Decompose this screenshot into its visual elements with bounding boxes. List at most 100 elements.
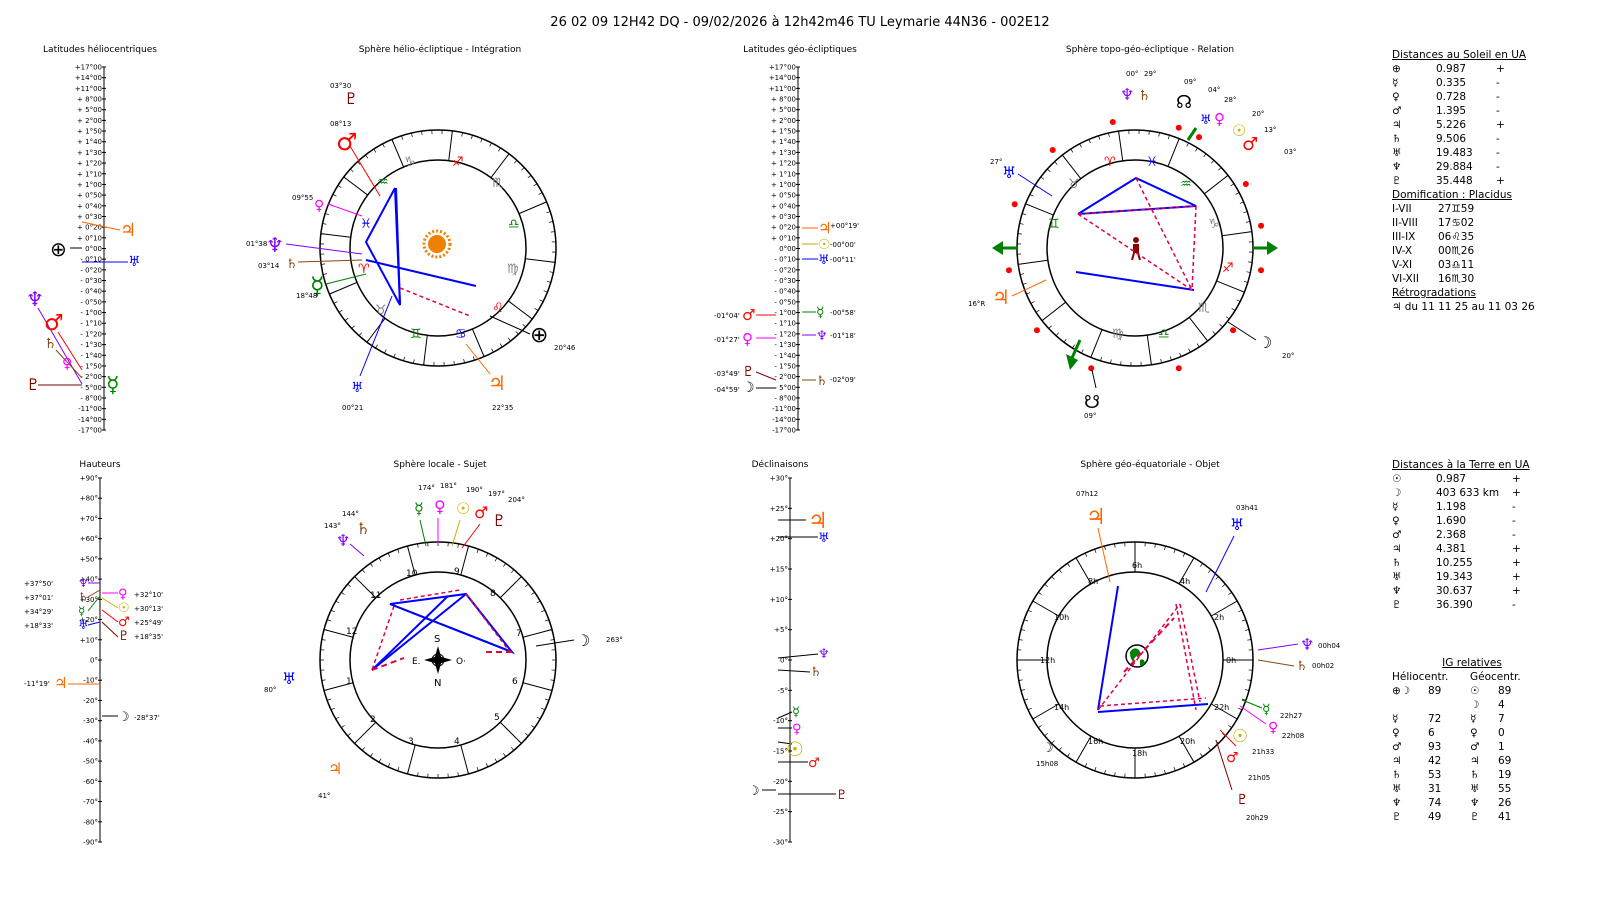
svg-text:☉: ☉ bbox=[786, 737, 804, 761]
trend-sign: + bbox=[1512, 585, 1521, 597]
retro-title: Rétrogradations bbox=[1392, 287, 1477, 299]
house-number: 3 bbox=[408, 737, 414, 747]
distance-value: 9.506 bbox=[1436, 133, 1467, 145]
degree-label: 29° bbox=[1144, 70, 1156, 78]
scale-tick-label: - 0°50 bbox=[80, 298, 102, 306]
mercury-glyph: ☿ bbox=[816, 305, 825, 321]
moon-glyph: ☽ bbox=[1258, 333, 1272, 352]
svg-text:♇: ♇ bbox=[1236, 792, 1249, 808]
title-equatorial-sphere: Sphère géo-équatoriale - Objet bbox=[1080, 460, 1220, 470]
house-number: 2 bbox=[370, 715, 376, 725]
scale-tick-label: 0° bbox=[90, 657, 98, 665]
trend-sign: - bbox=[1496, 77, 1500, 89]
distance-value: 36.390 bbox=[1436, 599, 1473, 611]
degree-label: 03h41 bbox=[1236, 504, 1258, 512]
helio-glyph: ☿ bbox=[1392, 713, 1399, 725]
scale-tick-label: -30° bbox=[773, 839, 788, 847]
planet-glyph: ♇ bbox=[1392, 175, 1402, 187]
svg-text:☉: ☉ bbox=[1232, 726, 1248, 747]
jupiter-pointer bbox=[81, 221, 121, 231]
scale-tick-label: -50° bbox=[83, 758, 98, 766]
house-number: 4 bbox=[454, 737, 460, 747]
scale-tick-label: +10° bbox=[80, 636, 98, 644]
title-geo-latitudes: Latitudes géo-écliptiques bbox=[743, 45, 857, 55]
helio-value: 53 bbox=[1428, 769, 1442, 781]
degree-label: 04° bbox=[1208, 86, 1220, 94]
ic-arrow bbox=[1070, 339, 1082, 359]
pluto-glyph: ♇ bbox=[26, 375, 40, 394]
geo-glyph: ♇ bbox=[1470, 811, 1480, 823]
distance-value: 35.448 bbox=[1436, 175, 1473, 187]
house-axis: V-XI bbox=[1392, 259, 1413, 271]
trend-sign: - bbox=[1512, 515, 1516, 527]
scale-tick-label: -17°00 bbox=[78, 427, 102, 435]
scale-tick-label: - 1°50 bbox=[80, 362, 102, 370]
svg-text:♇: ♇ bbox=[492, 511, 506, 530]
svg-text:☽: ☽ bbox=[748, 784, 760, 799]
saturn-pointer bbox=[55, 349, 83, 379]
planet-glyph: ♃ bbox=[1392, 543, 1402, 555]
scale-tick-label: -5° bbox=[778, 687, 788, 695]
scale-tick-label: - 5°00 bbox=[774, 384, 796, 392]
table-row: ☿ 72 ☿ 7 bbox=[1392, 712, 1552, 726]
geo-value: 41 bbox=[1498, 811, 1512, 823]
table-row: I-VII 27♊59 bbox=[1392, 202, 1552, 216]
scale-tick-label: - 0°20 bbox=[80, 266, 102, 274]
svg-text:♍: ♍ bbox=[1112, 327, 1124, 342]
distance-value: 10.255 bbox=[1436, 557, 1473, 569]
scale-tick-label: -25° bbox=[773, 808, 788, 816]
table-row: ♄ 10.255 + bbox=[1392, 556, 1552, 570]
uranus-glyph-2: ♅ bbox=[1002, 163, 1016, 182]
scale-tick-label: + 5°00 bbox=[771, 106, 796, 114]
house-cusp: 16♏30 bbox=[1438, 273, 1475, 285]
table-row: ⊕☽ 89 ☉ 89 bbox=[1392, 684, 1552, 698]
mercury-glyph: ☿ bbox=[106, 373, 120, 398]
degree-label: 143° bbox=[324, 522, 341, 530]
mercury-glyph: ☿ bbox=[310, 272, 325, 300]
helio-glyph: ♆ bbox=[1392, 797, 1402, 809]
jupiter-glyph: ♃ bbox=[818, 219, 831, 237]
mc-arrow bbox=[1186, 127, 1198, 141]
mars-pointer bbox=[57, 331, 83, 371]
helio-aspect-triangle bbox=[364, 187, 401, 306]
scale-tick-label: + 0°30 bbox=[77, 213, 102, 221]
svg-text:♓: ♓ bbox=[360, 217, 372, 232]
degree-label: -01°18' bbox=[830, 332, 856, 340]
degree-label: -28°37' bbox=[134, 714, 160, 722]
uranus-glyph: ♅ bbox=[351, 380, 364, 396]
svg-text:♐: ♐ bbox=[452, 155, 464, 170]
jupiter-glyph: ♃ bbox=[488, 371, 506, 395]
svg-text:☽: ☽ bbox=[1042, 741, 1054, 756]
hour-label: 18h bbox=[1132, 749, 1147, 758]
degree-label: 09° bbox=[1084, 412, 1096, 420]
declinations-scale: +30° +25° +20° +15° +10° +5° 0° -5° -10° -15° -20°… bbox=[770, 475, 792, 847]
scale-tick-label: + 8°00 bbox=[77, 96, 102, 104]
scale-tick-label: +90° bbox=[80, 475, 98, 483]
compass-west-label: O· bbox=[456, 657, 466, 667]
house-number: 6 bbox=[512, 677, 518, 687]
table-row: ♀ 0.728 - bbox=[1392, 90, 1552, 104]
degree-label: 197° bbox=[488, 490, 505, 498]
scale-tick-label: - 0°10 bbox=[774, 256, 796, 264]
degree-label: 22°35 bbox=[492, 404, 513, 412]
scale-tick-label: +10° bbox=[770, 596, 788, 604]
venus-glyph: ♀ bbox=[62, 356, 72, 372]
trend-sign: + bbox=[1496, 63, 1505, 75]
svg-text:♀: ♀ bbox=[792, 722, 802, 737]
svg-text:♉: ♉ bbox=[375, 303, 387, 318]
scale-tick-label: + 0°10 bbox=[77, 234, 102, 242]
geo-glyph: ☿ bbox=[1470, 713, 1477, 725]
distance-value: 1.395 bbox=[1436, 105, 1467, 117]
trend-sign: + bbox=[1512, 487, 1521, 499]
scale-tick-label: + 2°00 bbox=[77, 117, 102, 125]
helio-glyph: ♅ bbox=[1392, 783, 1402, 795]
hour-label: 20h bbox=[1180, 737, 1195, 746]
neptune-glyph: ♆ bbox=[26, 287, 44, 311]
scale-tick-label: + 1°10 bbox=[77, 170, 102, 178]
title-local-sphere: Sphère locale - Sujet bbox=[393, 460, 487, 470]
degree-label: 16°R bbox=[968, 300, 985, 308]
trend-sign: - bbox=[1496, 161, 1500, 173]
scale-tick-label: -90° bbox=[83, 839, 98, 847]
scale-tick-label: -20° bbox=[773, 778, 788, 786]
